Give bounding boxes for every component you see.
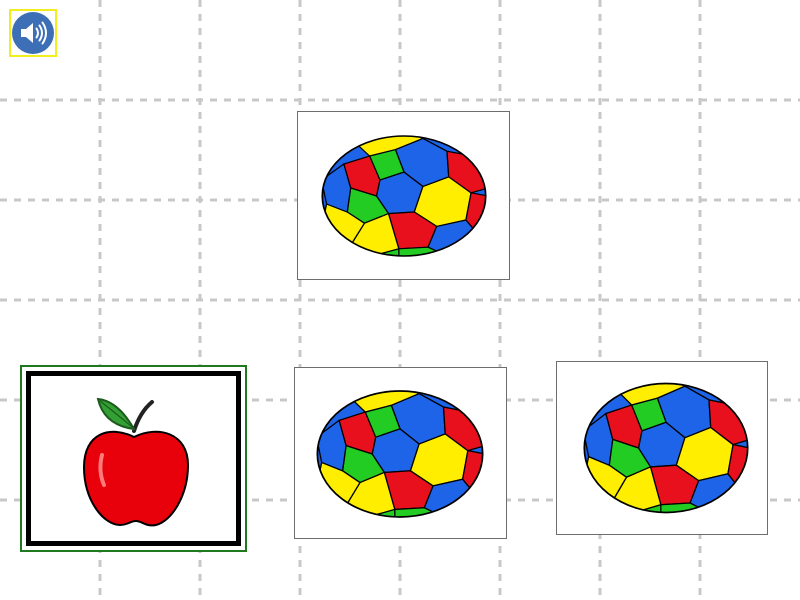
target-picture-card — [297, 111, 510, 280]
choice-card-soccer-ball[interactable] — [556, 361, 768, 535]
soccer-ball-icon — [583, 382, 749, 514]
selection-frame — [26, 371, 241, 546]
play-audio-button[interactable] — [9, 9, 57, 57]
choice-card-soccer-ball[interactable] — [294, 367, 507, 539]
soccer-ball-icon — [316, 390, 484, 518]
choice-card-apple[interactable] — [20, 365, 247, 552]
soccer-ball-icon — [321, 135, 487, 257]
speaker-icon — [12, 12, 54, 54]
apple-icon — [82, 397, 190, 527]
